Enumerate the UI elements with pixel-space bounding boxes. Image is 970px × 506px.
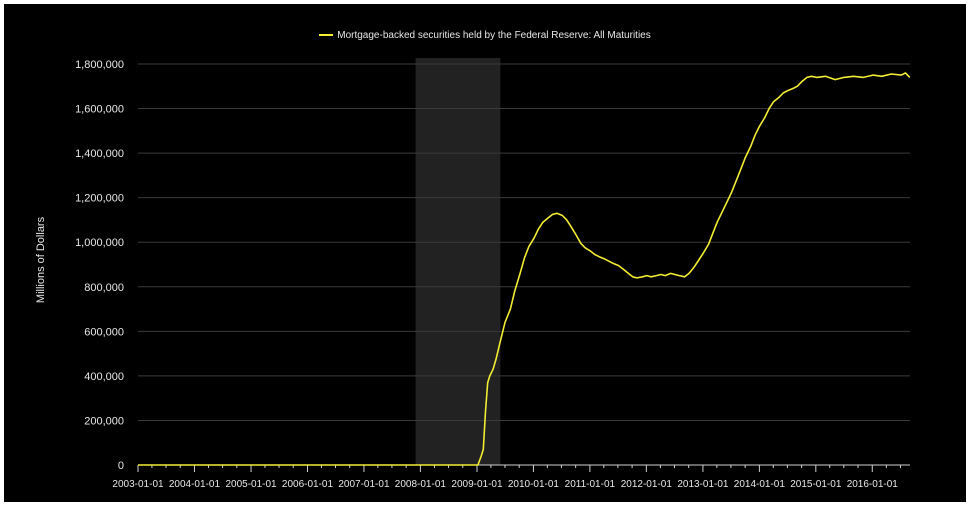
y-tick-label: 1,200,000 (75, 193, 124, 205)
x-tick-label: 2012-01-01 (621, 479, 673, 490)
y-tick-label: 800,000 (84, 282, 124, 294)
x-tick-label: 2008-01-01 (395, 479, 447, 490)
y-tick-label: 400,000 (84, 371, 124, 383)
y-tick-label: 1,600,000 (75, 104, 124, 116)
x-tick-label: 2013-01-01 (677, 479, 729, 490)
y-axis-label: Millions of Dollars (35, 216, 47, 303)
legend: Mortgage-backed securities held by the F… (4, 30, 966, 41)
legend-label: Mortgage-backed securities held by the F… (337, 30, 651, 41)
x-tick-label: 2014-01-01 (734, 479, 786, 490)
y-tick-label: 1,400,000 (75, 148, 124, 160)
y-tick-label: 600,000 (84, 326, 124, 338)
x-tick-label: 2003-01-01 (112, 479, 164, 490)
y-tick-label: 0 (118, 460, 124, 472)
recession-shading (415, 58, 501, 465)
legend-swatch (319, 34, 334, 37)
x-tick-label: 2010-01-01 (508, 479, 560, 490)
x-tick-label: 2016-01-01 (847, 479, 899, 490)
x-tick-label: 2015-01-01 (790, 479, 842, 490)
x-tick-label: 2007-01-01 (338, 479, 390, 490)
x-axis: 2003-01-01 2004-01-01 2005-01-01 2006-01-01… (112, 464, 910, 490)
series-line (138, 72, 911, 466)
y-tick-label: 1,000,000 (75, 237, 124, 249)
x-tick-label: 2009-01-01 (451, 479, 503, 490)
chart-svg: 0 200,000 400,000 600,000 800,000 1,000,000 1,… (35, 58, 911, 490)
x-tick-label: 2005-01-01 (225, 479, 277, 490)
y-tick-label: 200,000 (84, 415, 124, 427)
x-tick-label: 2011-01-01 (565, 479, 616, 490)
y-tick-label: 1,800,000 (75, 59, 124, 71)
y-axis-ticks: 0 200,000 400,000 600,000 800,000 1,000,000 1,… (75, 59, 124, 472)
chart-frame: 0 200,000 400,000 600,000 800,000 1,000,000 1,… (4, 4, 966, 502)
x-tick-label: 2006-01-01 (282, 479, 334, 490)
x-tick-label: 2004-01-01 (169, 479, 221, 490)
grid-lines (138, 63, 910, 421)
